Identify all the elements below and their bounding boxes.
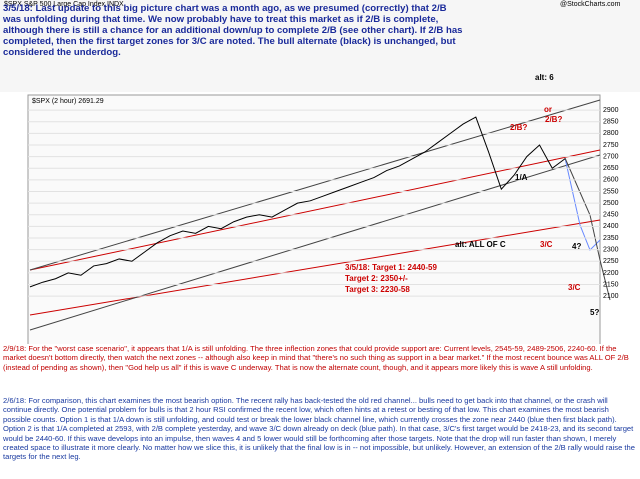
annotation: 3/5/18: Target 1: 2440-59 — [345, 263, 437, 272]
black-channel — [29, 99, 601, 271]
y-tick-label: 2350 — [603, 235, 619, 242]
annotation: or — [544, 105, 552, 114]
y-tick-label: 2250 — [603, 258, 619, 265]
annotation: 3/C — [540, 240, 553, 249]
top-panel — [0, 0, 640, 92]
y-tick-label: 2450 — [603, 212, 619, 219]
annotation: 3/C — [568, 283, 581, 292]
annotation: Target 3: 2230-58 — [345, 285, 410, 294]
price-line — [29, 116, 566, 288]
symbol: $SPX S&P 500 Large Cap Index INDX — [4, 1, 124, 8]
chart-title: $SPX (2 hour) 2691.29 — [32, 98, 104, 105]
annotation: 1/A — [515, 173, 528, 182]
y-tick-label: 2300 — [603, 246, 619, 253]
y-tick-label: 2550 — [603, 188, 619, 195]
y-tick-label: 2900 — [603, 107, 619, 114]
note-top: 3/5/18: Last update to this big picture … — [3, 3, 463, 58]
brand: @StockCharts.com — [560, 1, 621, 8]
projection — [564, 157, 611, 301]
annotation: 2/B? — [545, 115, 562, 124]
y-tick-label: 2400 — [603, 223, 619, 230]
y-tick-label: 2800 — [603, 130, 619, 137]
price-panel — [27, 94, 601, 346]
red-channel — [29, 219, 601, 316]
annotation: 4? — [572, 242, 581, 251]
y-tick-label: 2100 — [603, 293, 619, 300]
y-tick-label: 2600 — [603, 177, 619, 184]
annotation: Target 2: 2350+/- — [345, 274, 408, 283]
note-bottom: 2/6/18: For comparison, this chart exami… — [3, 396, 637, 462]
y-tick-label: 2850 — [603, 119, 619, 126]
y-tick-label: 2750 — [603, 142, 619, 149]
annotation: 5? — [590, 308, 599, 317]
y-tick-label: 2650 — [603, 165, 619, 172]
note-middle: 2/9/18: For the "worst case scenario", i… — [3, 344, 637, 373]
annotation: alt: 6 — [535, 73, 554, 82]
y-tick-label: 2200 — [603, 270, 619, 277]
black-channel — [29, 154, 601, 331]
annotation: alt: ALL OF C — [455, 240, 506, 249]
y-tick-label: 2700 — [603, 153, 619, 160]
y-tick-label: 2500 — [603, 200, 619, 207]
annotation: 2/B? — [510, 123, 527, 132]
y-tick-label: 2150 — [603, 281, 619, 288]
